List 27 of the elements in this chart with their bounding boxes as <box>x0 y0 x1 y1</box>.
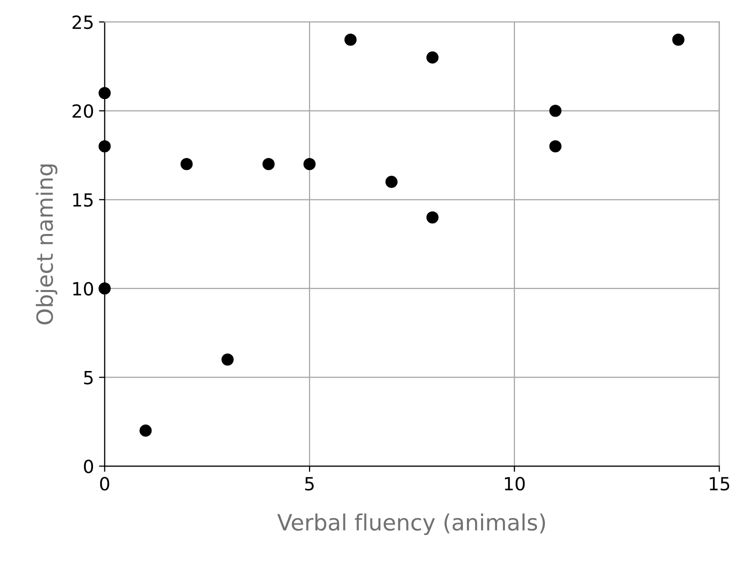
x-tick-label: 15 <box>710 477 730 491</box>
point <box>98 86 111 100</box>
y-axis-title: Object naming <box>36 164 58 324</box>
y-tick-label: 5 <box>84 371 93 384</box>
y-tick-label: 15 <box>73 193 93 207</box>
y-tick-label: 20 <box>72 104 94 118</box>
point <box>180 158 193 170</box>
y-tick-label: 25 <box>72 15 93 30</box>
x-tick-label: 10 <box>504 476 525 491</box>
y-tick-label: 0 <box>84 460 94 474</box>
x-tick-label: 0 <box>100 476 110 491</box>
point <box>549 104 562 117</box>
point <box>385 176 398 188</box>
point <box>426 211 439 224</box>
point <box>222 353 234 366</box>
x-axis-title: Verbal fluency (animals) <box>277 514 545 536</box>
point <box>98 140 111 152</box>
point <box>549 140 562 152</box>
point <box>426 51 439 64</box>
point <box>672 34 684 46</box>
point <box>262 158 275 170</box>
point <box>140 424 152 437</box>
point <box>98 282 111 295</box>
y-tick-label: 10 <box>73 282 94 296</box>
point <box>303 158 316 170</box>
x-tick-label: 5 <box>305 477 314 491</box>
point <box>344 34 357 46</box>
